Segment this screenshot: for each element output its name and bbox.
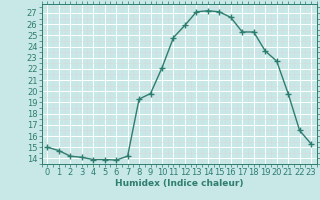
X-axis label: Humidex (Indice chaleur): Humidex (Indice chaleur)	[115, 179, 244, 188]
